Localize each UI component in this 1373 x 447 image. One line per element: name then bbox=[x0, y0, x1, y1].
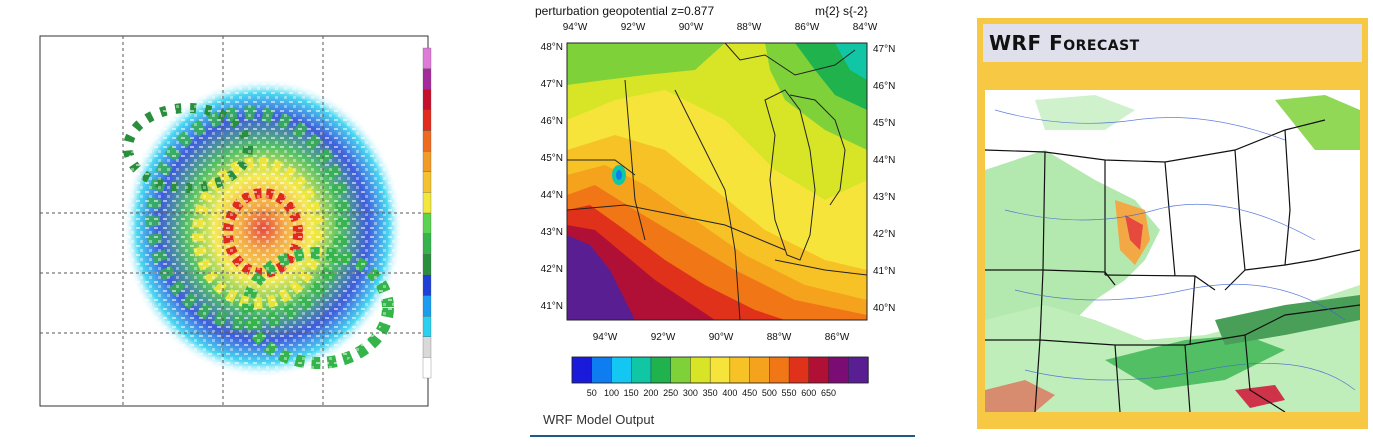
colorbar-label: 400 bbox=[722, 388, 737, 398]
colorbar-label: 100 bbox=[604, 388, 619, 398]
hurricane-reflectivity-map bbox=[39, 35, 432, 407]
left-lat-tick: 47°N bbox=[541, 79, 563, 90]
right-lat-tick: 43°N bbox=[873, 192, 895, 203]
colorbar-label: 500 bbox=[762, 388, 777, 398]
geopotential-colorbar bbox=[571, 356, 869, 384]
hurricane-reflectivity-panel bbox=[18, 28, 438, 423]
right-lat-tick: 40°N bbox=[873, 303, 895, 314]
wrf-forecast-panel: WRF Forecast bbox=[977, 18, 1368, 429]
left-lat-tick: 48°N bbox=[541, 42, 563, 53]
left-latitude-ticks: 48°N 47°N 46°N 45°N 44°N 43°N 42°N 41°N bbox=[541, 42, 563, 312]
wrf-forecast-map bbox=[984, 90, 1361, 413]
colorbar-swatch bbox=[422, 315, 432, 337]
bottom-lon-tick: 90°W bbox=[709, 332, 734, 343]
left-lat-tick: 41°N bbox=[541, 301, 563, 312]
colorbar-swatch bbox=[670, 356, 692, 384]
colorbar-label: 300 bbox=[683, 388, 698, 398]
right-lat-tick: 47°N bbox=[873, 44, 895, 55]
colorbar-swatch bbox=[571, 356, 593, 384]
colorbar-swatch bbox=[422, 336, 432, 358]
figure-caption: WRF Model Output bbox=[543, 412, 655, 427]
colorbar-swatch bbox=[848, 356, 869, 384]
colorbar-label: 550 bbox=[782, 388, 797, 398]
colorbar-label: 450 bbox=[742, 388, 757, 398]
top-lon-tick: 84°W bbox=[853, 22, 878, 33]
colorbar-swatch bbox=[788, 356, 810, 384]
left-lat-tick: 42°N bbox=[541, 264, 563, 275]
colorbar-swatch bbox=[769, 356, 790, 384]
colorbar-label: 250 bbox=[663, 388, 678, 398]
right-lat-tick: 44°N bbox=[873, 155, 895, 166]
colorbar-swatch bbox=[422, 150, 432, 172]
colorbar-swatch bbox=[709, 356, 731, 384]
grid-lines bbox=[40, 36, 428, 406]
top-lon-tick: 88°W bbox=[737, 22, 762, 33]
colorbar-swatch bbox=[422, 357, 432, 379]
hurricane-rainbands bbox=[113, 68, 413, 388]
precipitation-areas bbox=[985, 95, 1360, 412]
colorbar-label: 350 bbox=[703, 388, 718, 398]
colorbar-swatch bbox=[650, 356, 672, 384]
colorbar-swatch bbox=[422, 130, 432, 152]
colorbar-swatch bbox=[422, 89, 432, 111]
right-latitude-ticks: 47°N 46°N 45°N 44°N 43°N 42°N 41°N 40°N bbox=[873, 44, 895, 314]
colorbar-label: 200 bbox=[643, 388, 658, 398]
bottom-lon-tick: 86°W bbox=[825, 332, 850, 343]
map-units: m{2} s{-2} bbox=[815, 4, 868, 18]
colorbar-swatch bbox=[422, 68, 432, 90]
colorbar-swatch bbox=[808, 356, 830, 384]
state-borders bbox=[984, 119, 1361, 413]
colorbar-swatch bbox=[422, 192, 432, 214]
geopotential-colorbar-labels: 50 100 150 200 250 300 350 400 450 500 550 600 650 bbox=[587, 388, 836, 398]
right-lat-tick: 42°N bbox=[873, 229, 895, 240]
right-lat-tick: 41°N bbox=[873, 266, 895, 277]
left-lat-tick: 45°N bbox=[541, 153, 563, 164]
colorbar-swatch bbox=[828, 356, 849, 384]
geopotential-map: perturbation geopotential z=0.877 m{2} s… bbox=[535, 4, 895, 398]
perturbation-geopotential-panel: perturbation geopotential z=0.877 m{2} s… bbox=[525, 0, 920, 440]
colorbar-label: 150 bbox=[624, 388, 639, 398]
right-lat-tick: 45°N bbox=[873, 118, 895, 129]
geopotential-field bbox=[566, 42, 868, 321]
top-longitude-ticks: 94°W 92°W 90°W 88°W 86°W 84°W bbox=[563, 22, 878, 33]
colorbar-swatch bbox=[422, 274, 432, 296]
colorbar-swatch bbox=[422, 47, 432, 69]
wrf-forecast-title: WRF Forecast bbox=[983, 24, 1362, 62]
bottom-lon-tick: 92°W bbox=[651, 332, 676, 343]
isobar-contours bbox=[994, 109, 1356, 391]
colorbar-swatch bbox=[591, 356, 613, 384]
colorbar-swatch bbox=[611, 356, 632, 384]
colorbar-swatch bbox=[422, 295, 432, 317]
colorbar-label: 600 bbox=[801, 388, 816, 398]
bottom-lon-tick: 94°W bbox=[593, 332, 618, 343]
top-lon-tick: 90°W bbox=[679, 22, 704, 33]
colorbar-label: 50 bbox=[587, 388, 597, 398]
caption-underline bbox=[530, 435, 915, 437]
colorbar-swatch bbox=[422, 254, 432, 276]
colorbar-swatch bbox=[690, 356, 711, 384]
left-lat-tick: 43°N bbox=[541, 227, 563, 238]
colorbar-swatch bbox=[422, 212, 432, 234]
top-lon-tick: 94°W bbox=[563, 22, 588, 33]
bottom-lon-tick: 88°W bbox=[767, 332, 792, 343]
reflectivity-colorbar bbox=[422, 47, 432, 379]
colorbar-swatch bbox=[749, 356, 771, 384]
colorbar-label: 650 bbox=[821, 388, 836, 398]
colorbar-swatch bbox=[422, 171, 432, 193]
bottom-longitude-ticks: 94°W 92°W 90°W 88°W 86°W bbox=[593, 332, 850, 343]
left-lat-tick: 46°N bbox=[541, 116, 563, 127]
colorbar-swatch bbox=[422, 109, 432, 131]
forecast-map-drawing bbox=[984, 90, 1361, 413]
top-lon-tick: 92°W bbox=[621, 22, 646, 33]
colorbar-swatch bbox=[422, 233, 432, 255]
left-lat-tick: 44°N bbox=[541, 190, 563, 201]
colorbar-swatch bbox=[729, 356, 751, 384]
right-lat-tick: 46°N bbox=[873, 81, 895, 92]
colorbar-swatch bbox=[630, 356, 652, 384]
map-title: perturbation geopotential z=0.877 bbox=[535, 4, 714, 18]
top-lon-tick: 86°W bbox=[795, 22, 820, 33]
